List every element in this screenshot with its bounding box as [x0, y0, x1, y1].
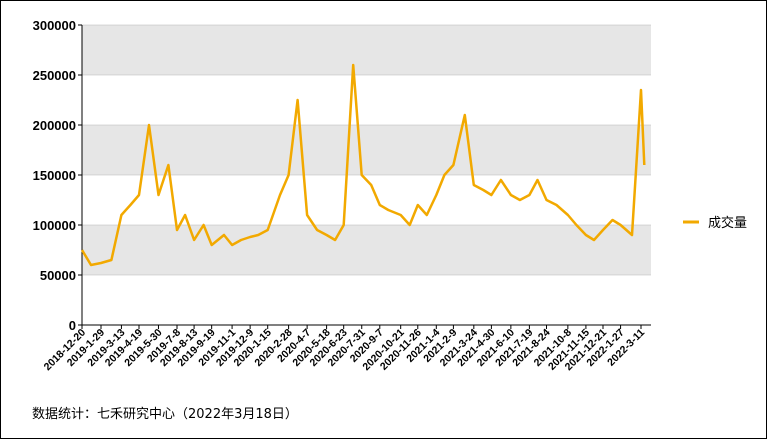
grid-band — [82, 175, 651, 225]
y-tick-label: 200000 — [33, 118, 76, 133]
grid-bands — [82, 24, 651, 325]
source-note: 数据统计：七禾研究中心（2022年3月18日） — [32, 407, 298, 422]
grid-band — [82, 225, 651, 275]
grid-band — [82, 25, 651, 75]
y-tick-label: 100000 — [33, 218, 76, 233]
y-tick-labels: 0 50000 100000 150000 200000 250000 300000 — [33, 18, 82, 333]
plot-area — [80, 63, 646, 267]
grid-band — [82, 125, 651, 175]
y-tick-label: 250000 — [33, 68, 76, 83]
grid-band — [82, 75, 651, 125]
y-tick-label: 150000 — [33, 168, 76, 183]
y-tick-label: 0 — [69, 318, 76, 333]
y-tick-label: 300000 — [33, 18, 76, 33]
legend-label: 成交量 — [708, 215, 747, 231]
series-line-volume — [80, 63, 646, 267]
y-tick-label: 50000 — [40, 268, 76, 283]
grid-band — [82, 275, 651, 325]
x-tick-labels: 2018-12-202019-1-292019-3-132019-4-19201… — [42, 325, 647, 373]
legend: 成交量 — [683, 215, 747, 231]
